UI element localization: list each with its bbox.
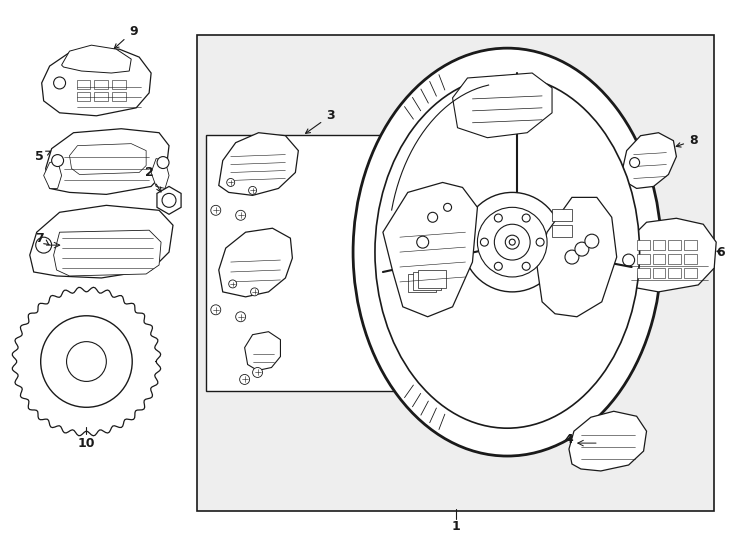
Polygon shape xyxy=(244,332,280,370)
Bar xyxy=(112,92,126,101)
Polygon shape xyxy=(157,186,181,214)
Polygon shape xyxy=(569,411,647,471)
Polygon shape xyxy=(621,218,716,292)
Polygon shape xyxy=(383,183,477,317)
Circle shape xyxy=(229,280,236,288)
Circle shape xyxy=(428,212,437,222)
Polygon shape xyxy=(622,133,677,188)
Polygon shape xyxy=(453,73,552,138)
Bar xyxy=(684,268,697,278)
Polygon shape xyxy=(151,159,169,188)
Bar xyxy=(669,240,681,250)
Ellipse shape xyxy=(375,76,639,428)
Circle shape xyxy=(565,250,579,264)
Polygon shape xyxy=(219,228,292,297)
Circle shape xyxy=(51,154,64,166)
Bar xyxy=(653,254,666,264)
Circle shape xyxy=(211,305,221,315)
Circle shape xyxy=(443,204,451,211)
Polygon shape xyxy=(12,287,161,436)
Bar xyxy=(95,80,109,89)
Bar xyxy=(669,254,681,264)
Circle shape xyxy=(622,254,635,266)
Circle shape xyxy=(494,262,502,270)
Circle shape xyxy=(36,237,51,253)
Circle shape xyxy=(54,77,65,89)
Circle shape xyxy=(67,342,106,381)
Circle shape xyxy=(462,192,562,292)
Bar xyxy=(206,134,397,392)
Bar xyxy=(636,240,650,250)
Bar xyxy=(653,268,666,278)
Circle shape xyxy=(522,262,530,270)
Circle shape xyxy=(252,368,263,377)
Circle shape xyxy=(505,235,519,249)
Bar xyxy=(76,80,90,89)
Text: 1: 1 xyxy=(451,520,460,533)
Polygon shape xyxy=(30,205,173,278)
Circle shape xyxy=(494,214,502,222)
Circle shape xyxy=(157,157,169,168)
Text: 4: 4 xyxy=(564,433,573,446)
Bar xyxy=(669,268,681,278)
Circle shape xyxy=(211,205,221,215)
Circle shape xyxy=(481,238,488,246)
Text: 10: 10 xyxy=(78,437,95,450)
Bar xyxy=(684,240,697,250)
Circle shape xyxy=(630,158,639,167)
Text: 9: 9 xyxy=(115,25,137,49)
Text: 6: 6 xyxy=(716,246,724,259)
Ellipse shape xyxy=(353,48,661,456)
Circle shape xyxy=(522,214,530,222)
Circle shape xyxy=(494,224,530,260)
Bar xyxy=(552,210,572,221)
Circle shape xyxy=(250,288,258,296)
Circle shape xyxy=(236,210,246,220)
Circle shape xyxy=(249,186,257,194)
Bar xyxy=(653,240,666,250)
Bar xyxy=(197,35,714,511)
Circle shape xyxy=(227,179,235,186)
Circle shape xyxy=(585,234,599,248)
Circle shape xyxy=(236,312,246,322)
Bar xyxy=(408,274,436,292)
Polygon shape xyxy=(54,230,161,276)
Circle shape xyxy=(536,238,544,246)
Circle shape xyxy=(477,207,547,277)
Bar xyxy=(95,92,109,101)
Polygon shape xyxy=(43,160,62,188)
Text: 3: 3 xyxy=(305,109,335,133)
Text: 5: 5 xyxy=(35,150,51,163)
Bar xyxy=(418,270,446,288)
Circle shape xyxy=(240,374,250,384)
Polygon shape xyxy=(70,144,146,174)
Polygon shape xyxy=(537,198,617,317)
Text: 8: 8 xyxy=(676,134,697,147)
Polygon shape xyxy=(62,45,131,73)
Bar xyxy=(552,225,572,237)
Bar xyxy=(684,254,697,264)
Polygon shape xyxy=(219,133,298,195)
Circle shape xyxy=(40,316,132,407)
Text: 7: 7 xyxy=(35,232,49,245)
Bar xyxy=(636,268,650,278)
Bar xyxy=(636,254,650,264)
Bar xyxy=(76,92,90,101)
Circle shape xyxy=(575,242,589,256)
Circle shape xyxy=(162,193,176,207)
Polygon shape xyxy=(42,49,151,116)
Text: 2: 2 xyxy=(145,166,161,192)
Bar xyxy=(413,272,440,290)
Polygon shape xyxy=(46,129,169,194)
Circle shape xyxy=(509,239,515,245)
Circle shape xyxy=(417,236,429,248)
Bar xyxy=(112,80,126,89)
